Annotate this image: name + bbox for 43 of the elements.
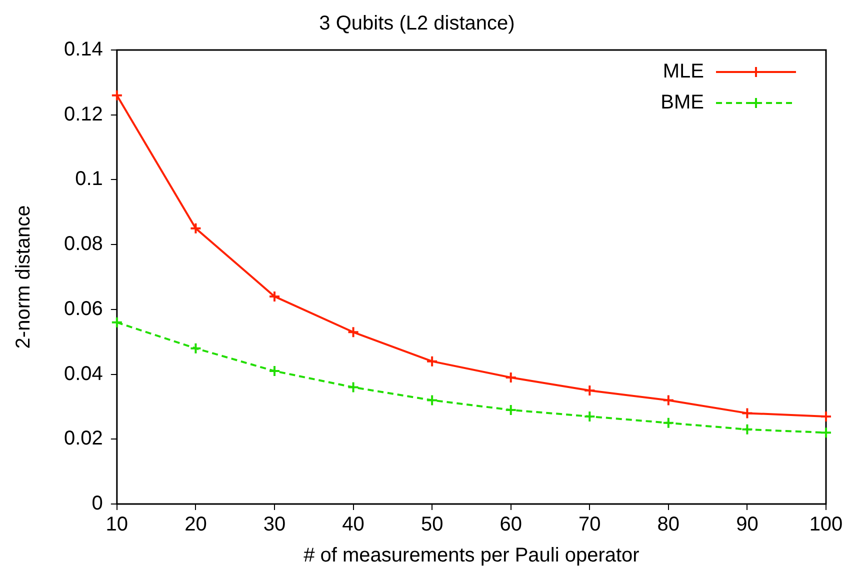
point [662, 394, 674, 406]
x-tick-label: 20 [184, 514, 207, 536]
x-tick-label: 40 [342, 514, 364, 536]
x-tick-label: 10 [106, 514, 128, 536]
y-tick-label: 0.02 [64, 428, 103, 450]
point [426, 394, 438, 406]
y-tick-label: 0.1 [75, 168, 103, 190]
point [504, 372, 517, 384]
point [584, 410, 596, 422]
y-tick-label: 0 [92, 492, 103, 515]
point [347, 381, 360, 394]
point [190, 342, 202, 354]
legend-label: BME [660, 92, 704, 114]
y-tick-label: 0.04 [64, 362, 103, 385]
y-tick-label: 0.08 [64, 233, 103, 256]
point [110, 316, 123, 328]
x-axis-title: # of measurements per Pauli operator [304, 544, 640, 567]
point [820, 410, 832, 422]
point [741, 407, 754, 420]
point [820, 426, 832, 439]
point [268, 290, 280, 302]
x-tick-label: 30 [263, 514, 286, 536]
x-tick-label: 70 [578, 514, 601, 536]
y-tick-label: 0.06 [64, 298, 103, 320]
point [347, 326, 360, 338]
chart-title: 3 Qubits (L2 distance) [319, 12, 515, 35]
point [662, 416, 674, 429]
x-tick-label: 60 [500, 514, 522, 536]
point [504, 404, 517, 416]
point [268, 365, 280, 378]
x-tick-label: 90 [736, 514, 758, 536]
x-tick-label: 100 [809, 514, 843, 536]
y-tick-label: 0.12 [64, 103, 103, 126]
point [110, 89, 123, 102]
x-tick-label: 80 [657, 514, 680, 536]
y-axis-title: 2-norm distance [12, 205, 35, 349]
point [190, 222, 202, 234]
y-tick-label: 0.14 [64, 38, 103, 61]
point [426, 355, 438, 368]
point [741, 423, 754, 436]
x-tick-label: 50 [420, 514, 444, 536]
legend-label: MLE [662, 60, 704, 83]
point [584, 384, 596, 396]
